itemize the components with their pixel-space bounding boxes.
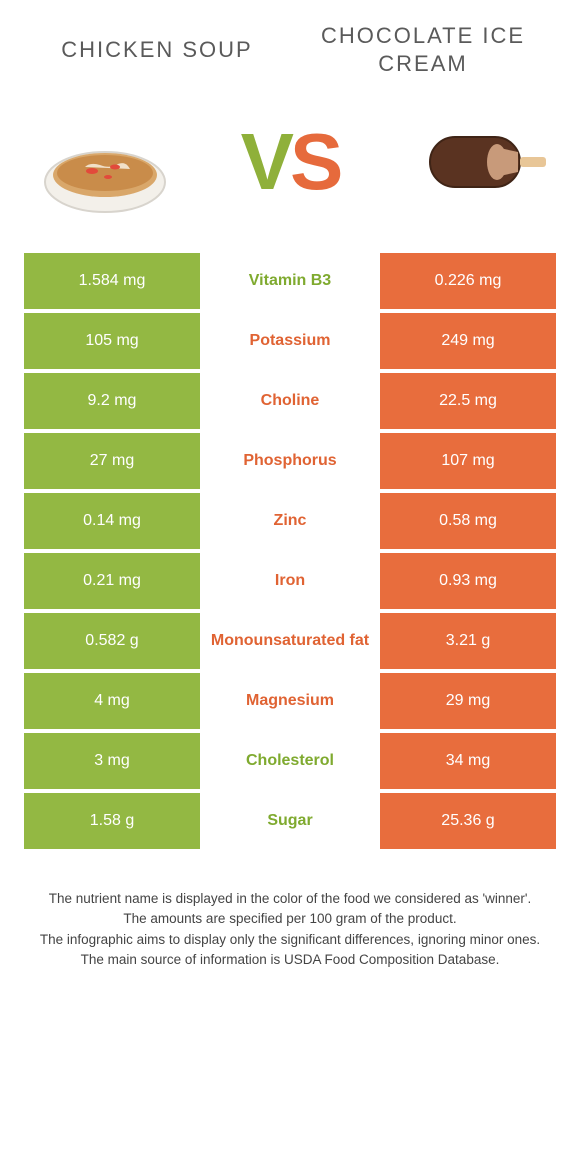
left-value: 0.582 g [24,613,200,669]
left-food-title: CHICKEN SOUP [24,36,290,64]
nutrient-label: Potassium [200,313,380,369]
table-row: 9.2 mgCholine22.5 mg [24,373,556,429]
table-row: 0.21 mgIron0.93 mg [24,553,556,609]
table-row: 0.582 gMonounsaturated fat3.21 g [24,613,556,669]
vs-s: S [290,117,339,206]
right-value: 0.226 mg [380,253,556,309]
right-food-image [400,107,550,217]
right-value: 29 mg [380,673,556,729]
nutrient-label: Cholesterol [200,733,380,789]
right-value: 0.93 mg [380,553,556,609]
table-row: 4 mgMagnesium29 mg [24,673,556,729]
left-value: 1.58 g [24,793,200,849]
footer-line: The infographic aims to display only the… [30,930,550,950]
vs-label: VS [180,116,400,208]
vs-v: V [241,117,290,206]
table-row: 1.584 mgVitamin B30.226 mg [24,253,556,309]
nutrient-label: Iron [200,553,380,609]
table-row: 1.58 gSugar25.36 g [24,793,556,849]
footer-notes: The nutrient name is displayed in the co… [24,889,556,970]
footer-line: The nutrient name is displayed in the co… [30,889,550,909]
right-value: 25.36 g [380,793,556,849]
nutrient-label: Monounsaturated fat [200,613,380,669]
nutrient-label: Phosphorus [200,433,380,489]
left-value: 9.2 mg [24,373,200,429]
footer-line: The amounts are specified per 100 gram o… [30,909,550,929]
right-food-title: CHOCOLATE ICE CREAM [290,22,556,77]
left-value: 105 mg [24,313,200,369]
right-value: 34 mg [380,733,556,789]
title-row: CHICKEN SOUP CHOCOLATE ICE CREAM [24,22,556,77]
left-value: 0.21 mg [24,553,200,609]
nutrient-label: Zinc [200,493,380,549]
left-food-image [30,107,180,217]
table-row: 27 mgPhosphorus107 mg [24,433,556,489]
right-value: 22.5 mg [380,373,556,429]
nutrient-label: Choline [200,373,380,429]
nutrient-label: Sugar [200,793,380,849]
right-value: 107 mg [380,433,556,489]
left-value: 4 mg [24,673,200,729]
image-row: VS [24,107,556,217]
footer-line: The main source of information is USDA F… [30,950,550,970]
nutrient-label: Magnesium [200,673,380,729]
table-row: 3 mgCholesterol34 mg [24,733,556,789]
right-value: 249 mg [380,313,556,369]
left-value: 27 mg [24,433,200,489]
right-value: 3.21 g [380,613,556,669]
nutrient-label: Vitamin B3 [200,253,380,309]
comparison-table: 1.584 mgVitamin B30.226 mg105 mgPotassiu… [24,253,556,849]
table-row: 0.14 mgZinc0.58 mg [24,493,556,549]
left-value: 1.584 mg [24,253,200,309]
table-row: 105 mgPotassium249 mg [24,313,556,369]
left-value: 3 mg [24,733,200,789]
right-value: 0.58 mg [380,493,556,549]
left-value: 0.14 mg [24,493,200,549]
